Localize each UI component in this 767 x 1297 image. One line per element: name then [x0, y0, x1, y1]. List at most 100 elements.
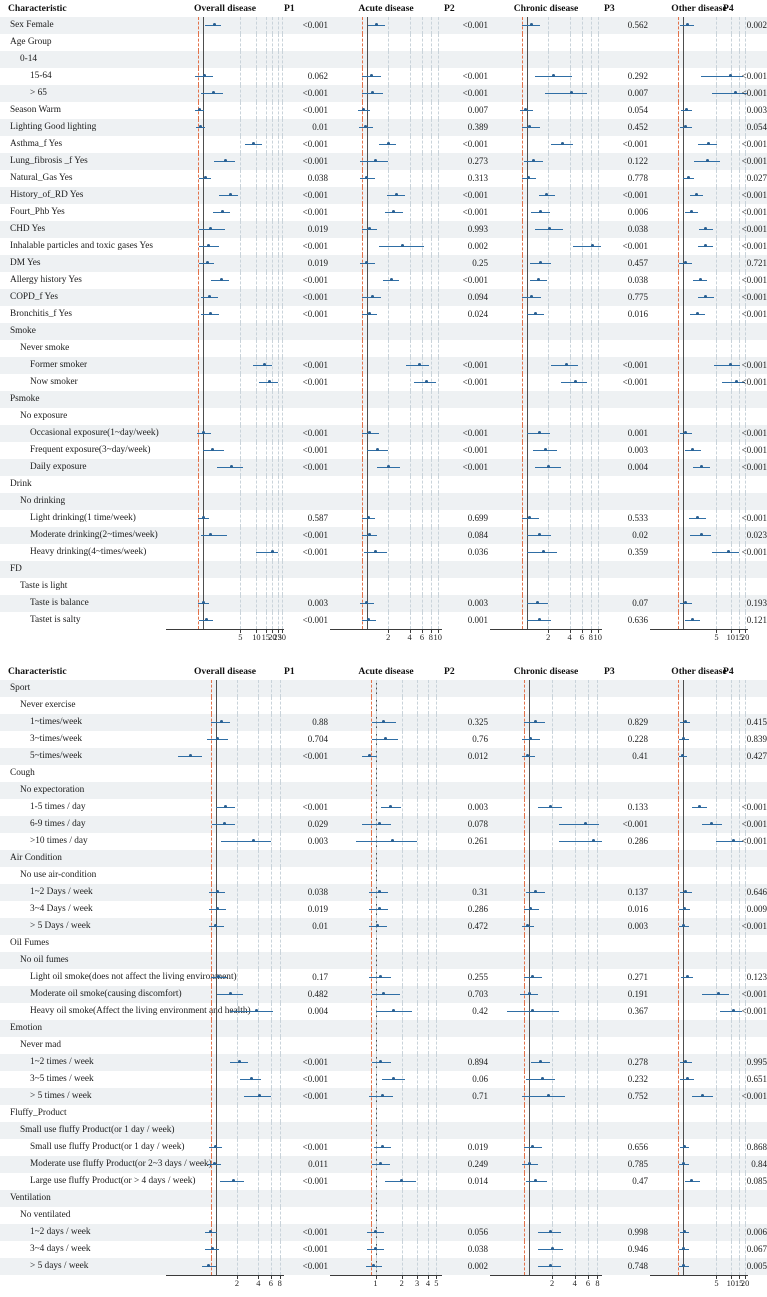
table-row[interactable]: 15-64 0.062 <0.001 0.292 <0.001	[0, 68, 767, 85]
table-row[interactable]: COPD_f Yes <0.001 0.094 0.775 <0.001	[0, 289, 767, 306]
p-value-4: 0.646	[746, 887, 767, 897]
table-row[interactable]: 1~times/week 0.88 0.325 0.829 0.415	[0, 714, 767, 731]
table-row[interactable]: DM Yes 0.019 0.25 0.457 0.721	[0, 255, 767, 272]
table-row[interactable]: Taste is light	[0, 578, 767, 595]
table-row[interactable]: No use air-condition	[0, 867, 767, 884]
table-row[interactable]: >10 times / day 0.003 0.261 0.286 <0.001	[0, 833, 767, 850]
forest-cell-other	[650, 272, 748, 289]
table-row[interactable]: No ventilated	[0, 1207, 767, 1224]
table-row[interactable]: Light drinking(1 time/week) 0.587 0.699 0.5…	[0, 510, 767, 527]
table-row[interactable]: Sport	[0, 680, 767, 697]
table-row[interactable]: 5~times/week <0.001 0.012 0.41 0.427	[0, 748, 767, 765]
gridline	[716, 714, 718, 731]
table-row[interactable]: Tastet is salty <0.001 0.001 0.636 0.121	[0, 612, 767, 629]
table-row[interactable]: No oil fumes	[0, 952, 767, 969]
table-row[interactable]: Season Warm <0.001 0.007 0.054 0.003	[0, 102, 767, 119]
table-row[interactable]: History_of_RD Yes <0.001 <0.001 <0.001 <0.00…	[0, 187, 767, 204]
table-row[interactable]: Never smoke	[0, 340, 767, 357]
table-row[interactable]: No expectoration	[0, 782, 767, 799]
gridline	[281, 476, 283, 493]
confidence-interval-line	[216, 467, 243, 468]
forest-cell-chronic	[490, 952, 602, 969]
table-row[interactable]: Psmoke	[0, 391, 767, 408]
table-row[interactable]: Large use fluffy Product(or > 4 days / w…	[0, 1173, 767, 1190]
gridline	[730, 595, 732, 612]
table-row[interactable]: Natural_Gas Yes 0.038 0.313 0.778 0.027	[0, 170, 767, 187]
table-row[interactable]: Occasional exposure(1~day/week) <0.001 <0.…	[0, 425, 767, 442]
table-row[interactable]: Sex Female <0.001 <0.001 0.562 0.002	[0, 17, 767, 34]
table-row[interactable]: Lighting Good lighting 0.01 0.389 0.452 0.05…	[0, 119, 767, 136]
gridline	[597, 391, 599, 408]
table-row[interactable]: > 5 times / week <0.001 0.71 0.752 <0.001	[0, 1088, 767, 1105]
p-value-3	[604, 493, 648, 510]
table-row[interactable]: 3~4 days / week <0.001 0.038 0.946 0.067	[0, 1241, 767, 1258]
gridline	[417, 850, 419, 867]
gridline	[739, 612, 741, 629]
table-row[interactable]: 3~4 Days / week 0.019 0.286 0.016 0.009	[0, 901, 767, 918]
table-row[interactable]: Smoke	[0, 323, 767, 340]
table-row[interactable]: Ventilation	[0, 1190, 767, 1207]
forest-cell-other	[650, 289, 748, 306]
gridline	[272, 510, 274, 527]
table-row[interactable]: Frequent exposure(3~day/week) <0.001 <0.00…	[0, 442, 767, 459]
table-row[interactable]: No drinking	[0, 493, 767, 510]
table-row[interactable]: 3~times/week 0.704 0.76 0.228 0.839	[0, 731, 767, 748]
table-row[interactable]: Inhalable particles and toxic gases Yes <…	[0, 238, 767, 255]
table-row[interactable]: FD	[0, 561, 767, 578]
table-row[interactable]: Never mad	[0, 1037, 767, 1054]
table-row[interactable]: 1~2 times / week <0.001 0.894 0.278 0.995	[0, 1054, 767, 1071]
table-row[interactable]: Allergy history Yes <0.001 <0.001 0.038 <0.0…	[0, 272, 767, 289]
table-row[interactable]: Fourt_Phb Yes <0.001 <0.001 0.006 <0.001	[0, 204, 767, 221]
estimate-point	[375, 924, 379, 927]
table-row[interactable]: Never exercise	[0, 697, 767, 714]
table-row[interactable]: > 65 <0.001 <0.001 0.007 <0.001	[0, 85, 767, 102]
gridline	[256, 68, 258, 85]
table-row[interactable]: Taste is balance 0.003 0.003 0.07 0.193	[0, 595, 767, 612]
table-row[interactable]: Daily exposure <0.001 <0.001 0.004 <0.001	[0, 459, 767, 476]
p-value-2: 0.389	[467, 122, 488, 132]
table-row[interactable]: 1~2 Days / week 0.038 0.31 0.137 0.646	[0, 884, 767, 901]
table-row[interactable]: Moderate drinking(2~times/week) <0.001 0.0…	[0, 527, 767, 544]
gridline	[745, 595, 747, 612]
table-row[interactable]: Small use fluffy Product(or 1 day / week…	[0, 1122, 767, 1139]
gridline	[548, 476, 550, 493]
table-row[interactable]: Now smoker <0.001 <0.001 <0.001 <0.001	[0, 374, 767, 391]
table-row[interactable]: Air Condition	[0, 850, 767, 867]
gridline	[574, 850, 576, 867]
gridline	[279, 816, 281, 833]
table-row[interactable]: Small use fluffy Product(or 1 day / week…	[0, 1139, 767, 1156]
table-row[interactable]: > 5 days / week <0.001 0.002 0.748 0.005	[0, 1258, 767, 1275]
reference-line-dashed	[521, 306, 523, 323]
table-row[interactable]: Moderate oil smoke(causing discomfort) 0.…	[0, 986, 767, 1003]
table-row[interactable]: 1~2 days / week <0.001 0.056 0.998 0.006	[0, 1224, 767, 1241]
gridline	[265, 17, 267, 34]
table-row[interactable]: > 5 Days / week 0.01 0.472 0.003 <0.001	[0, 918, 767, 935]
table-row[interactable]: No exposure	[0, 408, 767, 425]
null-effect-line	[203, 561, 205, 578]
table-row[interactable]: Light oil smoke(does not affect the livi…	[0, 969, 767, 986]
table-row[interactable]: Heavy drinking(4~times/week) <0.001 0.036 0…	[0, 544, 767, 561]
table-row[interactable]: Oil Fumes	[0, 935, 767, 952]
table-row[interactable]: Cough	[0, 765, 767, 782]
table-row[interactable]: Former smoker <0.001 <0.001 <0.001 <0.001	[0, 357, 767, 374]
table-row[interactable]: Moderate use fluffy Product(or 2~3 days …	[0, 1156, 767, 1173]
table-row[interactable]: Fluffy_Product	[0, 1105, 767, 1122]
table-row[interactable]: 0-14	[0, 51, 767, 68]
table-row[interactable]: Age Group	[0, 34, 767, 51]
forest-cell-overall	[166, 289, 284, 306]
table-row[interactable]: Heavy oil smoke(Affect the living enviro…	[0, 1003, 767, 1020]
forest-cell-acute	[330, 901, 442, 918]
table-row[interactable]: 3~5 times / week <0.001 0.06 0.232 0.651	[0, 1071, 767, 1088]
table-row[interactable]: Drink	[0, 476, 767, 493]
gridline	[739, 510, 741, 527]
table-row[interactable]: Asthma_f Yes <0.001 <0.001 <0.001 <0.001	[0, 136, 767, 153]
table-row[interactable]: CHD Yes 0.019 0.993 0.038 <0.001	[0, 221, 767, 238]
table-row[interactable]: Bronchitis_f Yes <0.001 0.024 0.016 <0.001	[0, 306, 767, 323]
p-value-4: <0.001	[741, 190, 767, 200]
table-row[interactable]: 6-9 times / day 0.029 0.078 <0.001 <0.001	[0, 816, 767, 833]
table-row[interactable]: Lung_fibrosis _f Yes <0.001 0.273 0.122 <0.0…	[0, 153, 767, 170]
table-row[interactable]: 1-5 times / day <0.001 0.003 0.133 <0.001	[0, 799, 767, 816]
gridline	[409, 391, 411, 408]
table-row[interactable]: Emotion	[0, 1020, 767, 1037]
